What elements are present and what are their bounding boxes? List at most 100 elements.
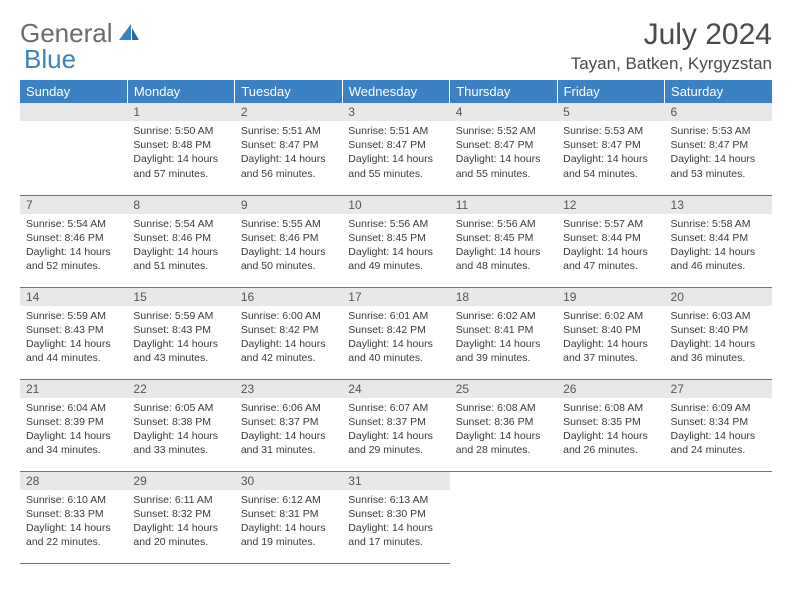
day-number: 18 [450,288,557,306]
sunrise-line: Sunrise: 5:51 AM [348,125,428,137]
sunset-line: Sunset: 8:42 PM [348,324,426,336]
day-content: Sunrise: 6:13 AMSunset: 8:30 PMDaylight:… [342,490,449,554]
daylight-line: Daylight: 14 hours and 53 minutes. [671,153,756,179]
sunset-line: Sunset: 8:45 PM [348,232,426,244]
weekday-monday: Monday [127,80,234,103]
sunset-line: Sunset: 8:35 PM [563,416,641,428]
weekday-thursday: Thursday [450,80,557,103]
weekday-row: Sunday Monday Tuesday Wednesday Thursday… [20,80,772,103]
sunset-line: Sunset: 8:38 PM [133,416,211,428]
calendar-cell: 22Sunrise: 6:05 AMSunset: 8:38 PMDayligh… [127,379,234,471]
sunrise-line: Sunrise: 6:03 AM [671,310,751,322]
day-content [20,121,127,128]
day-content [665,490,772,497]
day-number: 11 [450,196,557,214]
weekday-tuesday: Tuesday [235,80,342,103]
page-header: General July 2024 Tayan, Batken, Kyrgyzs… [20,18,772,74]
calendar-cell: 11Sunrise: 5:56 AMSunset: 8:45 PMDayligh… [450,195,557,287]
sunset-line: Sunset: 8:47 PM [348,139,426,151]
sunset-line: Sunset: 8:41 PM [456,324,534,336]
sunset-line: Sunset: 8:46 PM [133,232,211,244]
calendar-cell: 7Sunrise: 5:54 AMSunset: 8:46 PMDaylight… [20,195,127,287]
calendar-cell: 25Sunrise: 6:08 AMSunset: 8:36 PMDayligh… [450,379,557,471]
day-content: Sunrise: 5:58 AMSunset: 8:44 PMDaylight:… [665,214,772,278]
sunset-line: Sunset: 8:46 PM [26,232,104,244]
calendar-week-row: 28 Sunrise: 6:10 AM Sunset: 8:33 PM Dayligh… [20,471,772,563]
day-number: 12 [557,196,664,214]
calendar-week-row: 1Sunrise: 5:50 AMSunset: 8:48 PMDaylight… [20,103,772,195]
sunset-line: Sunset: 8:47 PM [241,139,319,151]
calendar-cell: 31Sunrise: 6:13 AMSunset: 8:30 PMDayligh… [342,471,449,563]
calendar-cell: 12Sunrise: 5:57 AMSunset: 8:44 PMDayligh… [557,195,664,287]
sunset-line: Sunset: 8:44 PM [563,232,641,244]
sunset-line: Sunset: 8:44 PM [671,232,749,244]
day-content: Sunrise: 6:04 AMSunset: 8:39 PMDaylight:… [20,398,127,462]
day-number: 23 [235,380,342,398]
calendar-cell [450,471,557,563]
day-content: Sunrise: 5:53 AMSunset: 8:47 PMDaylight:… [665,121,772,185]
calendar-cell: 29Sunrise: 6:11 AMSunset: 8:32 PMDayligh… [127,471,234,563]
daylight-line: Daylight: 14 hours and 54 minutes. [563,153,648,179]
day-number: 26 [557,380,664,398]
sunset-line: Sunset: 8:47 PM [671,139,749,151]
day-number: 16 [235,288,342,306]
weekday-friday: Friday [557,80,664,103]
daylight-line: Daylight: 14 hours and 49 minutes. [348,246,433,272]
day-number: 1 [127,103,234,121]
day-content: Sunrise: 5:51 AMSunset: 8:47 PMDaylight:… [235,121,342,185]
day-number: 6 [665,103,772,121]
sunrise-line: Sunrise: 6:02 AM [563,310,643,322]
sunset-line: Sunset: 8:43 PM [133,324,211,336]
day-content: Sunrise: 6:02 AMSunset: 8:40 PMDaylight:… [557,306,664,370]
sunrise-line: Sunrise: 5:57 AM [563,218,643,230]
sunrise-line: Sunrise: 6:01 AM [348,310,428,322]
sunrise-line: Sunrise: 5:52 AM [456,125,536,137]
calendar-cell: 21Sunrise: 6:04 AMSunset: 8:39 PMDayligh… [20,379,127,471]
calendar-cell: 28 Sunrise: 6:10 AM Sunset: 8:33 PM Dayligh… [20,471,127,563]
sunrise-line: Sunrise: 5:53 AM [563,125,643,137]
calendar-body: 1Sunrise: 5:50 AMSunset: 8:48 PMDaylight… [20,103,772,563]
daylight-line: Daylight: 14 hours and 48 minutes. [456,246,541,272]
calendar-cell [20,103,127,195]
sunset-line: Sunset: 8:34 PM [671,416,749,428]
day-content: Sunrise: 5:56 AM Sunset: 8:45 PM Daylight:… [342,214,449,278]
location-label: Tayan, Batken, Kyrgyzstan [571,54,772,74]
day-content [450,490,557,497]
day-number [450,472,557,490]
sunrise-line: Sunrise: 6:10 AM [26,494,106,506]
daylight-line: Daylight: 14 hours and 37 minutes. [563,338,648,364]
day-content: Sunrise: 5:50 AMSunset: 8:48 PMDaylight:… [127,121,234,185]
day-number: 13 [665,196,772,214]
sunset-line: Sunset: 8:37 PM [348,416,426,428]
day-content: Sunrise: 6:00 AMSunset: 8:42 PMDaylight:… [235,306,342,370]
daylight-line: Daylight: 14 hours and 24 minutes. [671,430,756,456]
sunset-line: Sunset: 8:33 PM [26,508,104,520]
daylight-line: Daylight: 14 hours and 55 minutes. [456,153,541,179]
day-number [20,103,127,121]
calendar-cell: 30Sunrise: 6:12 AMSunset: 8:31 PMDayligh… [235,471,342,563]
calendar-cell: 5Sunrise: 5:53 AMSunset: 8:47 PMDaylight… [557,103,664,195]
day-number: 28 [20,472,127,490]
sunrise-line: Sunrise: 6:04 AM [26,402,106,414]
calendar-table: Sunday Monday Tuesday Wednesday Thursday… [20,80,772,564]
sunrise-line: Sunrise: 5:59 AM [133,310,213,322]
sunrise-line: Sunrise: 6:06 AM [241,402,321,414]
day-number: 17 [342,288,449,306]
day-content: Sunrise: 5:55 AMSunset: 8:46 PMDaylight:… [235,214,342,278]
day-content: Sunrise: 5:51 AMSunset: 8:47 PMDaylight:… [342,121,449,185]
daylight-line: Daylight: 14 hours and 42 minutes. [241,338,326,364]
sunset-line: Sunset: 8:36 PM [456,416,534,428]
daylight-line: Daylight: 14 hours and 39 minutes. [456,338,541,364]
sunrise-line: Sunrise: 5:56 AM [348,218,428,230]
day-content: Sunrise: 5:56 AMSunset: 8:45 PMDaylight:… [450,214,557,278]
daylight-line: Daylight: 14 hours and 57 minutes. [133,153,218,179]
calendar-cell: 16Sunrise: 6:00 AMSunset: 8:42 PMDayligh… [235,287,342,379]
daylight-line: Daylight: 14 hours and 22 minutes. [26,522,111,548]
day-content: Sunrise: 6:03 AMSunset: 8:40 PMDaylight:… [665,306,772,370]
day-number: 31 [342,472,449,490]
day-content: Sunrise: 6:01 AMSunset: 8:42 PMDaylight:… [342,306,449,370]
day-number: 9 [235,196,342,214]
sunrise-line: Sunrise: 6:02 AM [456,310,536,322]
sunrise-line: Sunrise: 5:54 AM [133,218,213,230]
calendar-head: Sunday Monday Tuesday Wednesday Thursday… [20,80,772,103]
